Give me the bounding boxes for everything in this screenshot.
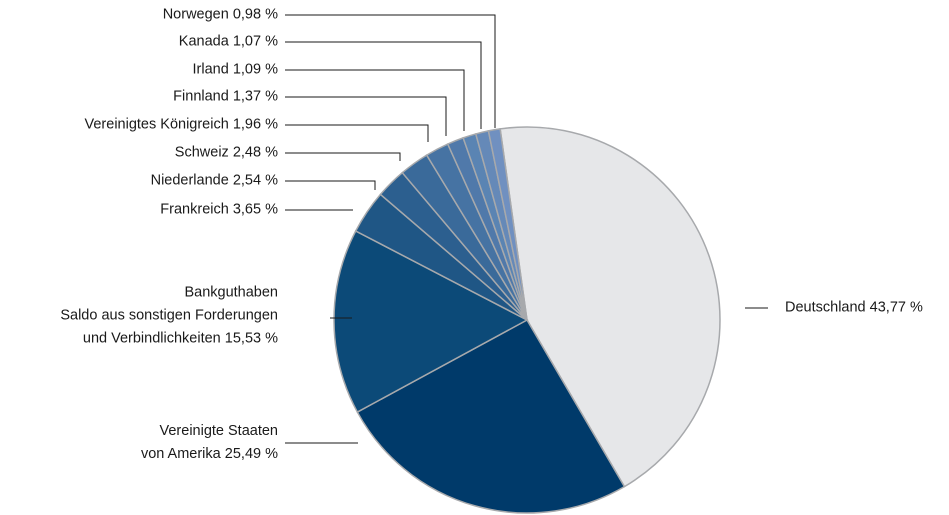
category-name: Bankguthaben Saldo aus sonstigen Forderu… [60,284,278,347]
category-name: Vereinigtes Königreich [84,116,229,133]
leader-line [285,41,482,129]
slice-label: Bankguthaben Saldo aus sonstigen Forderu… [60,282,278,351]
leader-line [285,152,401,161]
value-label: 1,07 % [232,33,278,50]
leader-line [285,124,429,142]
slice-label: Vereinigtes Königreich 1,96 % [85,114,279,137]
slice-label: Vereinigte Staaten von Amerika 25,49 % [141,420,278,466]
leader-line [285,69,465,131]
slice-label: Frankreich 3,65 % [160,199,278,222]
category-name: Frankreich [160,201,229,218]
category-name: Niederlande [150,172,229,189]
value-label: 43,77 % [869,299,923,316]
value-label: 0,98 % [232,6,278,23]
pie-slice [487,128,528,321]
category-name: Deutschland [785,299,866,316]
value-label: 1,96 % [232,116,278,133]
slice-label: Irland 1,09 % [193,59,278,82]
value-label: 15,53 % [224,330,278,347]
category-name: Vereinigte Staaten von Amerika [140,423,278,462]
category-name: Finnland [173,88,229,105]
value-label: 25,49 % [224,446,278,462]
slice-label: Niederlande 2,54 % [151,170,278,193]
value-label: 3,65 % [232,201,278,218]
category-name: Norwegen [162,6,229,23]
pie-slice [499,126,721,488]
pie-slice [333,229,529,414]
leader-line [285,96,447,136]
value-label: 2,54 % [232,172,278,189]
category-name: Irland [192,61,229,78]
leader-line [285,180,376,190]
value-label: 2,48 % [232,144,278,161]
pie-slice [356,318,626,514]
value-label: 1,37 % [232,88,278,105]
value-label: 1,09 % [232,61,278,78]
slice-label: Kanada 1,07 % [179,31,278,54]
category-name: Kanada [178,33,229,50]
category-name: Schweiz [174,144,229,161]
slice-label: Schweiz 2,48 % [175,142,278,165]
slice-label: Norwegen 0,98 % [163,4,278,27]
slice-label: Finnland 1,37 % [173,86,278,109]
leader-line [285,14,496,128]
slice-label: Deutschland 43,77 % [785,297,923,320]
